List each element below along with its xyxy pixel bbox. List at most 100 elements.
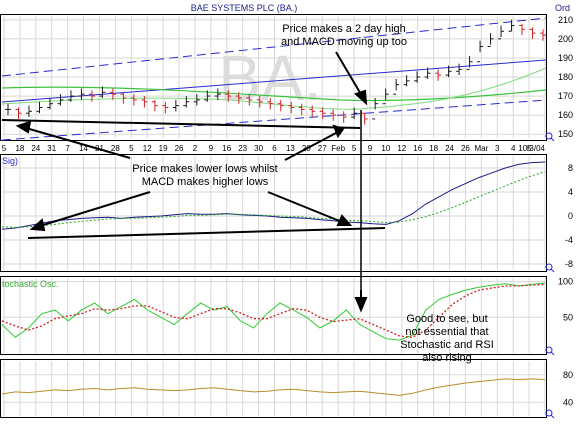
price-bar xyxy=(15,107,22,119)
price-bar xyxy=(225,90,232,102)
x-tick-label: 12 xyxy=(143,144,152,153)
annotation-oscillators: Good to see, but not essential that Stocha… xyxy=(400,313,494,364)
price-bar xyxy=(540,29,546,41)
price-bar xyxy=(393,78,400,95)
macd-higher-lows-line xyxy=(27,227,386,239)
x-tick-label: 7 xyxy=(65,144,70,153)
x-tick-label: 5 xyxy=(527,144,532,153)
price-type-label: Ord xyxy=(555,3,570,13)
price-bar xyxy=(424,67,431,79)
price-bar xyxy=(477,40,484,63)
price-y-tick-label: 150 xyxy=(558,129,573,139)
x-tick-label: 23 xyxy=(238,144,247,153)
x-tick-label: 24 xyxy=(31,144,40,153)
price-bar xyxy=(330,109,337,121)
price-bar xyxy=(466,56,473,70)
price-bars xyxy=(5,19,546,125)
annotation-divergence: Price makes lower lows whilst MACD makes … xyxy=(132,163,277,188)
stochastic-y-tick-label: 50 xyxy=(563,312,573,322)
price-bar xyxy=(519,23,526,36)
price-y-tick-label: 190 xyxy=(558,53,573,63)
x-tick-label: 5 xyxy=(352,144,357,153)
stochastic-panel-frame xyxy=(0,276,547,355)
channel-upper-line xyxy=(1,17,547,77)
price-y-tick-label: 170 xyxy=(558,91,573,101)
moving-average-short xyxy=(1,67,547,110)
macd-y-tick-label: -4 xyxy=(565,235,573,245)
stochastic-panel-label: tochastic Osc. xyxy=(2,279,59,289)
x-tick-label: 18 xyxy=(15,144,24,153)
stochastic-zoom-icon[interactable] xyxy=(545,346,555,356)
price-bar xyxy=(508,19,515,32)
price-bar xyxy=(340,111,347,123)
price-bar xyxy=(403,75,410,87)
grid-lines xyxy=(2,16,546,416)
x-tick-label: 16 xyxy=(222,144,231,153)
price-bar xyxy=(288,101,295,114)
price-y-tick-label: 200 xyxy=(558,34,573,44)
macd-y-tick-label: -8 xyxy=(565,259,573,269)
macd-line xyxy=(1,161,546,230)
price-bar xyxy=(529,27,536,39)
price-bar xyxy=(246,94,253,106)
x-tick-label: 30 xyxy=(254,144,263,153)
price-bar xyxy=(319,107,326,119)
price-bar xyxy=(120,92,127,104)
price-bar xyxy=(235,92,242,104)
macd-signal-line xyxy=(1,171,546,228)
price-bar xyxy=(414,71,421,83)
price-bar xyxy=(99,86,106,98)
stochastic-lines xyxy=(1,282,546,341)
x-tick-label: 2 xyxy=(193,144,198,153)
stochastic-y-tick-label: 100 xyxy=(558,277,573,287)
moving-average-long xyxy=(1,86,547,102)
chart-title: BAE SYSTEMS PLC (BA.) xyxy=(191,3,298,13)
macd-y-tick-label: 0 xyxy=(568,211,573,221)
price-bar xyxy=(5,103,11,116)
stochastic-d-line xyxy=(1,283,546,338)
price-y-tick-label: 210 xyxy=(558,15,573,25)
rsi-y-tick-label: 40 xyxy=(563,397,573,407)
price-bar xyxy=(256,96,263,108)
macd-panel-frame xyxy=(0,154,547,272)
price-bar xyxy=(25,105,32,118)
price-bar xyxy=(172,99,179,112)
x-tick-label: Feb xyxy=(331,144,345,153)
macd-y-tick-label: 8 xyxy=(568,163,573,173)
rsi-line xyxy=(1,378,546,396)
price-bar xyxy=(193,94,200,106)
rsi-panel-frame xyxy=(0,359,547,418)
price-zoom-icon[interactable] xyxy=(545,132,555,142)
x-tick-label: 27 xyxy=(318,144,327,153)
x-tick-label: 19 xyxy=(159,144,168,153)
price-bar xyxy=(445,65,452,77)
price-bar xyxy=(162,101,169,114)
macd-lines xyxy=(1,161,546,230)
rsi-zoom-icon[interactable] xyxy=(545,409,555,419)
x-tick-label: 6 xyxy=(272,144,277,153)
annotation-price-high: Price makes a 2 day high and MACD moving … xyxy=(281,23,407,48)
price-bar xyxy=(277,99,284,112)
x-tick-label: 14 xyxy=(79,144,88,153)
x-tick-label: 31 xyxy=(47,144,56,153)
x-tick-label: 4 xyxy=(511,144,516,153)
channel-middle-line xyxy=(1,59,547,103)
price-bar xyxy=(382,88,389,105)
macd-y-tick-label: 4 xyxy=(568,187,573,197)
price-y-tick-label: 180 xyxy=(558,72,573,82)
price-bar xyxy=(298,103,305,116)
price-bar xyxy=(183,96,190,108)
macd-zoom-icon[interactable] xyxy=(545,263,555,273)
price-y-tick-label: 160 xyxy=(558,110,573,120)
x-tick-label: 3 xyxy=(495,144,500,153)
price-lower-lows-line xyxy=(1,119,361,129)
x-tick-label: 28 xyxy=(111,144,120,153)
macd-panel-label: Sig) xyxy=(2,156,18,166)
x-tick-label: 5 xyxy=(129,144,134,153)
price-bar xyxy=(351,107,358,119)
x-tick-label: 9 xyxy=(368,144,373,153)
price-bar xyxy=(130,94,137,106)
price-bar xyxy=(487,33,494,47)
